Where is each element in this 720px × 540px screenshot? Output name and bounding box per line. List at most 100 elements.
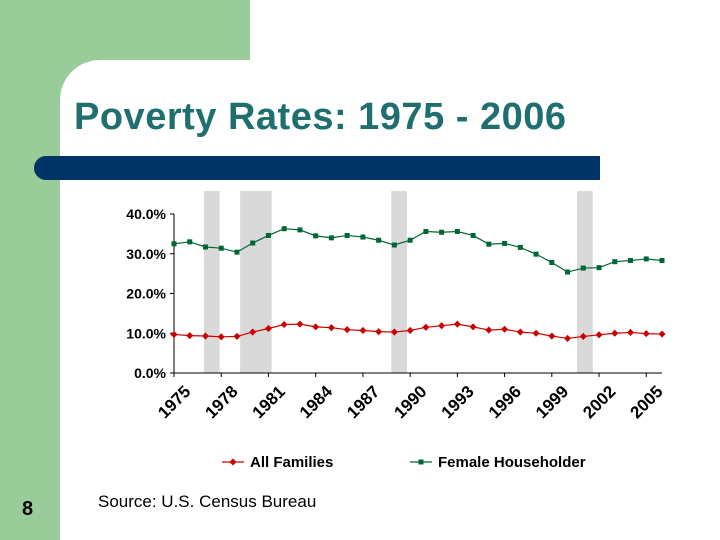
data-point <box>359 326 367 335</box>
data-point <box>423 228 429 234</box>
data-point <box>343 326 351 334</box>
data-point <box>171 241 177 247</box>
data-point <box>580 265 586 271</box>
data-point <box>390 328 398 336</box>
data-point <box>281 226 287 232</box>
data-point <box>565 269 571 275</box>
data-point <box>280 320 288 329</box>
data-point <box>296 320 304 328</box>
y-tick-label: 40.0% <box>126 206 166 222</box>
source-note: Source: U.S. Census Bureau <box>98 492 317 511</box>
data-point <box>579 332 587 340</box>
data-point <box>626 328 635 336</box>
legend-label: All Families <box>250 454 333 471</box>
data-point <box>659 258 665 264</box>
data-point <box>375 328 383 336</box>
data-point <box>485 326 493 334</box>
data-point <box>453 320 461 328</box>
recession-band-3 <box>576 191 593 373</box>
data-point <box>202 244 208 250</box>
recession-band-1 <box>240 191 272 373</box>
chart-series <box>170 226 666 342</box>
legend-marker <box>418 459 424 465</box>
data-point <box>422 323 430 331</box>
data-point <box>234 249 240 255</box>
y-tick-label: 20.0% <box>126 286 166 302</box>
recession-bands <box>203 191 593 373</box>
data-point <box>313 233 319 239</box>
slide-panel <box>60 60 720 540</box>
data-point <box>533 251 539 257</box>
data-point <box>297 227 303 233</box>
data-point <box>454 228 460 234</box>
recession-band-2 <box>391 191 407 373</box>
x-tick-label: 2005 <box>627 382 667 422</box>
data-point <box>170 330 178 338</box>
data-point <box>486 241 492 247</box>
data-point <box>265 232 271 238</box>
slide-number: 8 <box>22 498 34 520</box>
x-tick-label: 1984 <box>296 382 337 423</box>
legend-label: Female Householder <box>438 454 586 471</box>
data-point <box>532 329 540 337</box>
data-point <box>596 265 602 271</box>
data-point <box>250 240 256 246</box>
data-point <box>360 234 366 240</box>
data-point <box>548 332 556 340</box>
x-tick-label: 1993 <box>438 382 478 422</box>
y-axis-ticks: 0.0% 10.0% 20.0% 30.0% 40.0% <box>126 206 174 381</box>
data-point <box>376 237 382 243</box>
data-point <box>201 332 210 340</box>
x-tick-label: 1981 <box>249 382 289 422</box>
data-point <box>328 235 334 241</box>
data-point <box>516 328 524 336</box>
x-tick-label: 1990 <box>390 382 430 422</box>
data-point <box>217 333 225 341</box>
data-point <box>312 323 320 331</box>
x-tick-label: 1999 <box>532 382 572 422</box>
data-point <box>249 328 257 336</box>
data-point <box>564 334 572 342</box>
data-point <box>549 259 555 265</box>
data-point <box>658 330 666 338</box>
data-point <box>612 259 618 265</box>
green-side-strip <box>0 0 60 540</box>
data-point <box>218 245 224 251</box>
data-point <box>264 324 272 333</box>
data-point <box>438 322 446 330</box>
data-point <box>186 332 194 340</box>
data-point <box>611 329 619 337</box>
y-tick-label: 0.0% <box>134 365 166 381</box>
data-point <box>406 326 414 335</box>
x-axis-ticks: 1975 1978 1981 1984 1987 1990 1993 1996 1999 2002… <box>154 373 667 423</box>
y-tick-label: 30.0% <box>126 246 166 262</box>
data-point <box>391 242 397 248</box>
chart-legend: All Families Female Householder <box>222 454 586 471</box>
y-tick-label: 10.0% <box>126 325 166 341</box>
x-tick-label: 1975 <box>154 382 194 422</box>
data-point <box>501 325 509 333</box>
data-point <box>469 323 477 331</box>
data-point <box>407 237 413 243</box>
x-tick-label: 1978 <box>201 382 241 422</box>
recession-band-0 <box>203 191 220 373</box>
x-tick-label: 1996 <box>485 382 525 422</box>
data-point <box>470 232 476 238</box>
data-point <box>517 244 523 250</box>
x-tick-label: 1987 <box>343 382 383 422</box>
data-point <box>327 324 335 332</box>
data-point <box>344 232 350 238</box>
data-point <box>502 240 508 246</box>
data-point <box>187 239 193 245</box>
data-point <box>643 256 649 262</box>
legend-marker <box>229 458 237 466</box>
title-underline-bar <box>34 156 600 180</box>
slide-title: Poverty Rates: 1975 - 2006 <box>74 96 567 138</box>
series-line-female-householder <box>173 228 663 273</box>
data-point <box>233 332 241 340</box>
data-point <box>439 229 445 235</box>
data-point <box>595 331 603 339</box>
data-point <box>642 330 650 338</box>
data-point <box>628 258 634 264</box>
x-tick-label: 2002 <box>579 382 619 422</box>
